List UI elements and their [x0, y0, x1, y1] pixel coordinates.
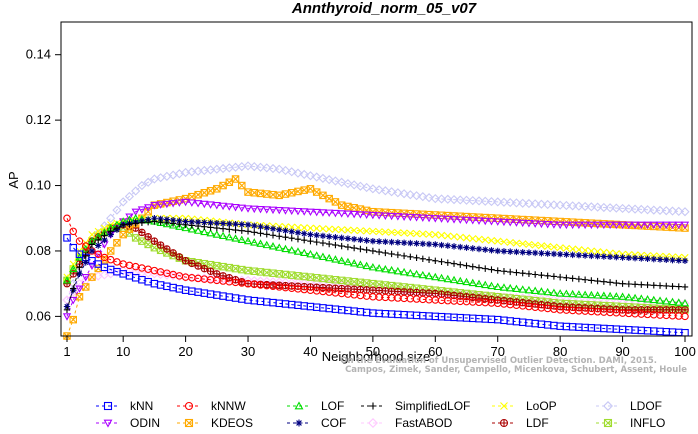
series-line — [66, 201, 685, 317]
x-tick-label: 20 — [178, 344, 192, 359]
series-ldof — [62, 161, 690, 305]
x-axis-label: Neighborhood size — [322, 349, 430, 364]
legend-item-cof: COF — [287, 416, 346, 430]
series-markers — [63, 214, 689, 321]
legend-label: KDEOS — [211, 416, 253, 430]
legend-item-fastabod: FastABOD — [361, 416, 453, 430]
x-tick-label: 50 — [366, 344, 380, 359]
series-markers — [63, 218, 689, 314]
credit-paper: On the Evaluation of Unsupervised Outlie… — [340, 356, 657, 366]
x-tick-label: 80 — [553, 344, 567, 359]
x-tick-label: 60 — [428, 344, 442, 359]
legend-item-ldof: LDOF — [596, 399, 662, 413]
legend-marker — [369, 402, 377, 410]
legend-marker — [184, 418, 194, 428]
y-axis-label: AP — [6, 171, 21, 188]
series-simplifiedlof — [63, 218, 689, 314]
legend-item-kdeos: KDEOS — [177, 416, 253, 430]
legend-marker — [103, 419, 113, 428]
x-tick-label: 100 — [674, 344, 696, 359]
credit-authors: Campos, Zimek, Sander, Campello, Micenko… — [345, 365, 687, 375]
legend-marker — [184, 401, 194, 411]
legend: kNN kNNW LOF SimplifiedLOF LoOP LDOF ODIN KDEOS… — [96, 399, 665, 430]
chart-title: Annthyroid_norm_05_v07 — [291, 0, 477, 17]
legend-item-simplifiedlof: SimplifiedLOF — [361, 399, 470, 413]
legend-marker — [103, 401, 113, 411]
plot-frame — [60, 21, 693, 337]
legend-marker — [499, 418, 509, 428]
series-knnw — [63, 214, 689, 321]
x-tick-label: 1 — [63, 344, 70, 359]
legend-marker — [603, 401, 613, 411]
legend-item-inflo: INFLO — [596, 416, 665, 430]
legend-marker — [295, 419, 303, 427]
series-ldf — [63, 221, 689, 314]
legend-marker — [603, 418, 613, 428]
x-tick-label: 10 — [116, 344, 130, 359]
legend-marker — [500, 402, 508, 410]
legend-label: kNN — [130, 399, 153, 413]
y-tick-label: 0.10 — [26, 178, 51, 193]
legend-marker — [368, 418, 378, 428]
legend-label: LDOF — [630, 399, 662, 413]
legend-label: LOF — [321, 399, 344, 413]
legend-item-odin: ODIN — [96, 416, 160, 430]
legend-label: COF — [321, 416, 346, 430]
legend-item-loop: LoOP — [492, 399, 557, 413]
x-tick-label: 30 — [241, 344, 255, 359]
legend-label: kNNW — [211, 399, 246, 413]
legend-marker — [294, 401, 304, 410]
y-tick-label: 0.12 — [26, 112, 51, 127]
legend-item-knn: kNN — [96, 399, 153, 413]
series-line — [66, 217, 686, 278]
legend-item-knnw: kNNW — [177, 399, 246, 413]
legend-item-ldf: LDF — [492, 416, 549, 430]
x-axis: 1 10 20 30 40 50 60 70 80 90 100 — [63, 336, 696, 359]
legend-label: LoOP — [526, 399, 557, 413]
legend-label: ODIN — [130, 416, 160, 430]
legend-label: FastABOD — [395, 416, 453, 430]
series-odin — [62, 198, 690, 321]
legend-item-lof: LOF — [287, 399, 344, 413]
y-tick-label: 0.06 — [26, 308, 51, 323]
y-tick-label: 0.14 — [26, 47, 51, 62]
series-markers — [62, 198, 690, 321]
y-tick-label: 0.08 — [26, 243, 51, 258]
series-group — [62, 161, 690, 340]
legend-label: SimplifiedLOF — [395, 399, 470, 413]
series-markers — [63, 221, 689, 314]
x-tick-label: 70 — [490, 344, 504, 359]
x-tick-label: 40 — [303, 344, 317, 359]
y-axis: 0.06 0.08 0.10 0.12 0.14 — [26, 47, 61, 323]
legend-label: INFLO — [630, 416, 665, 430]
legend-label: LDF — [526, 416, 549, 430]
x-tick-label: 90 — [615, 344, 629, 359]
